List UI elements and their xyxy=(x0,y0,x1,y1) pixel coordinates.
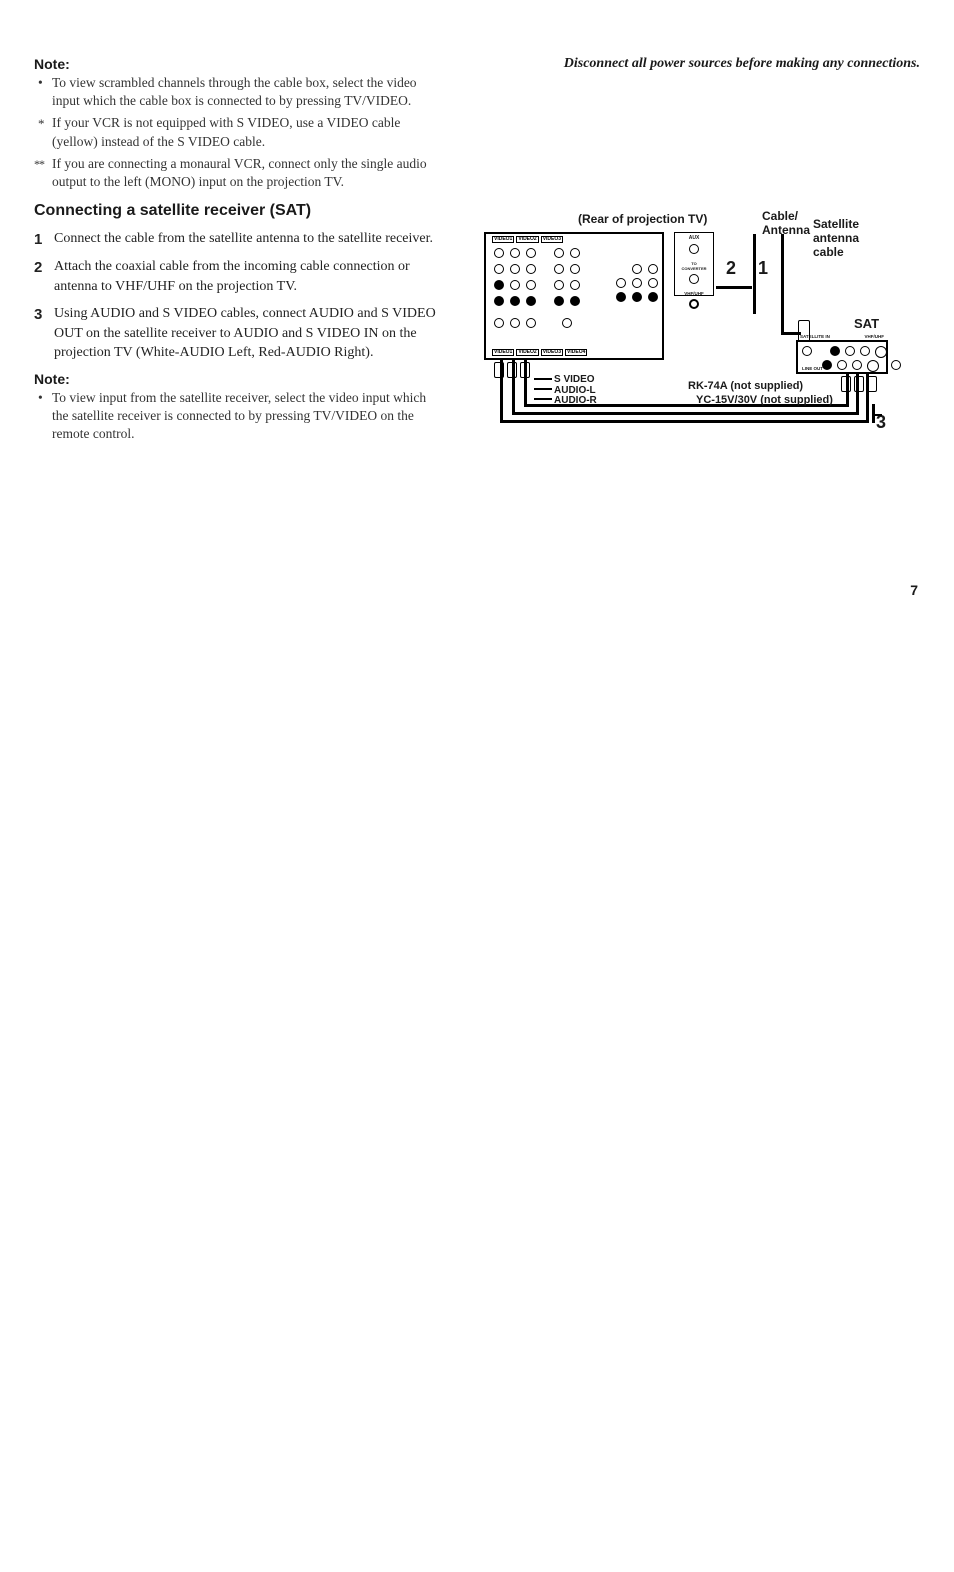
page-number: 7 xyxy=(910,582,918,598)
sat-antenna-label: Satellite antenna cable xyxy=(813,218,888,259)
converter-box: AUX TOCONVERTER VHF/UHF xyxy=(674,232,714,296)
note-heading-2: Note: xyxy=(34,371,438,387)
rear-tv-label: (Rear of projection TV) xyxy=(578,212,707,226)
disconnect-warning: Disconnect all power sources before maki… xyxy=(458,56,920,72)
rk-cable-label: RK-74A (not supplied) xyxy=(688,380,803,392)
tv-rear-panel: VIDEO1VIDEO2VIDEO3 xyxy=(484,232,664,360)
sat-receiver: SATELLITE IN VHF/UHF LINE OUT xyxy=(796,340,888,374)
sat-antenna-wire xyxy=(781,234,784,334)
step-item: Attach the coaxial cable from the incomi… xyxy=(54,257,438,296)
cable-antenna-label: Cable/ Antenna xyxy=(762,210,810,238)
left-column: Note: To view scrambled channels through… xyxy=(34,56,438,452)
note-list-1: To view scrambled channels through the c… xyxy=(34,74,438,191)
step-number-1: 1 xyxy=(758,258,768,279)
note-item: To view scrambled channels through the c… xyxy=(52,74,438,110)
cable-antenna-wire xyxy=(753,234,756,314)
step-number-2: 2 xyxy=(726,258,736,279)
section-heading: Connecting a satellite receiver (SAT) xyxy=(34,201,438,221)
sat-label: SAT xyxy=(854,316,879,331)
note-heading-1: Note: xyxy=(34,56,438,72)
svideo-audio-labels: S VIDEO AUDIO-L AUDIO-R xyxy=(554,375,597,407)
step-item: Using AUDIO and S VIDEO cables, connect … xyxy=(54,304,438,363)
right-column: Disconnect all power sources before maki… xyxy=(458,56,920,452)
note-item: If your VCR is not equipped with S VIDEO… xyxy=(52,114,438,150)
note-item: To view input from the satellite receive… xyxy=(52,389,438,444)
note-item: If you are connecting a monaural VCR, co… xyxy=(52,155,438,191)
step-item: Connect the cable from the satellite ant… xyxy=(54,229,438,249)
connection-diagram: (Rear of projection TV) Cable/ Antenna S… xyxy=(458,232,888,452)
yc-cable-label: YC-15V/30V (not supplied) xyxy=(696,394,833,406)
steps-list: Connect the cable from the satellite ant… xyxy=(34,229,438,363)
note-list-2: To view input from the satellite receive… xyxy=(34,389,438,444)
